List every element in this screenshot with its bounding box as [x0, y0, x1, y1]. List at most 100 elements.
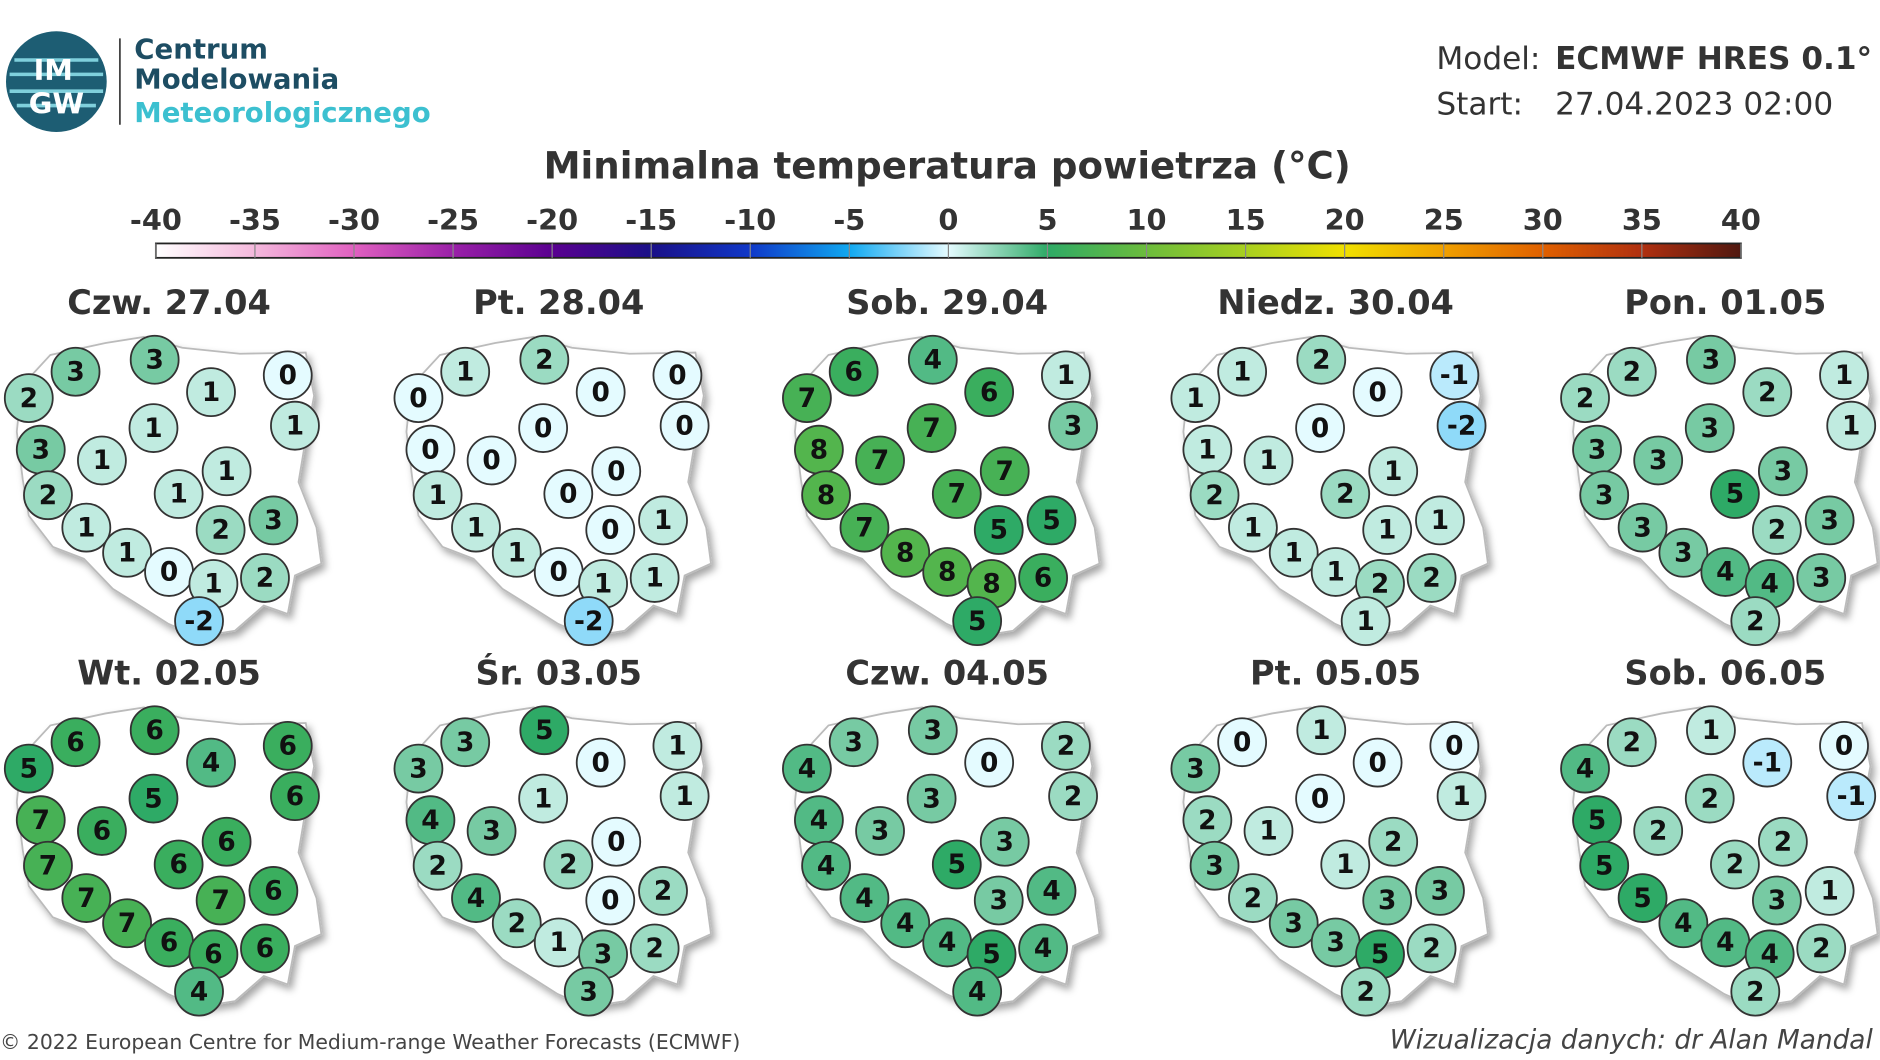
station-value: 2 [535, 345, 553, 375]
day-map: Sob. 06.052 14 -10-125 2 25 25 3 144 4 22 [1560, 654, 1879, 1017]
station-value: 2 [1422, 564, 1440, 594]
station-value: 2 [1244, 884, 1262, 914]
station-marker [1048, 400, 1098, 451]
station-value: 7 [855, 513, 873, 543]
station-value: 3 [1285, 909, 1303, 939]
station-marker [270, 400, 320, 451]
station-value: 6 [66, 728, 84, 758]
station-value: 3 [1205, 851, 1223, 881]
station-marker [128, 773, 179, 824]
station-value: 6 [279, 732, 297, 762]
station-value: 3 [924, 716, 942, 746]
logo-text: GW [29, 87, 84, 121]
station-value: 0 [1368, 378, 1386, 408]
station-value: 6 [264, 877, 282, 907]
station-value: 0 [550, 558, 568, 588]
station-value: 1 [675, 782, 693, 812]
station-value: 1 [144, 414, 162, 444]
station-value: 1 [93, 446, 111, 476]
station-value: 1 [1378, 516, 1396, 546]
station-value: 1 [428, 481, 446, 511]
station-value: 6 [1034, 564, 1052, 594]
station-marker [102, 527, 152, 578]
station-value: 1 [508, 538, 526, 568]
station-marker [393, 373, 444, 423]
station-marker [1340, 596, 1391, 647]
station-value: 3 [580, 977, 598, 1007]
station-marker [855, 806, 905, 856]
station-value: 2 [1726, 850, 1744, 880]
station-marker [801, 470, 851, 521]
station-marker [128, 403, 179, 453]
station-marker [129, 705, 180, 756]
station-value: 2 [256, 564, 274, 594]
station-value: 4 [202, 748, 220, 778]
station-value: 4 [817, 851, 835, 881]
colorbar-tick-label: 40 [1721, 203, 1761, 237]
station-value: 3 [1378, 886, 1396, 916]
station-value: 1 [594, 570, 612, 600]
station-marker [629, 923, 680, 974]
station-value: 1 [1186, 384, 1204, 414]
station-value: 1 [1356, 607, 1374, 637]
station-value: 2 [508, 909, 526, 939]
colorbar-tick-label: 20 [1325, 203, 1365, 237]
colorbar-tick-label: 10 [1127, 203, 1167, 237]
station-value: 7 [77, 884, 95, 914]
station-marker [906, 773, 957, 824]
station-value: 3 [1064, 411, 1082, 441]
day-label: Sob. 06.05 [1624, 654, 1826, 693]
station-value: 2 [654, 877, 672, 907]
station-value: 4 [1761, 570, 1779, 600]
station-marker [1352, 737, 1403, 788]
station-marker [240, 553, 290, 603]
station-marker [129, 334, 180, 385]
station-marker [1415, 495, 1465, 546]
station-value: -2 [184, 607, 213, 637]
station-value: -2 [1447, 411, 1476, 441]
station-value: 0 [1233, 728, 1251, 758]
station-marker [201, 816, 252, 867]
station-value: 3 [1431, 877, 1449, 907]
station-value: 3 [845, 728, 863, 758]
station-value: 5 [1042, 506, 1060, 536]
station-marker [1295, 773, 1345, 824]
station-marker [585, 875, 636, 926]
station-marker [1189, 840, 1240, 891]
station-value: 0 [421, 435, 439, 465]
station-marker [1617, 873, 1668, 923]
footer-credit: © 2022 European Centre for Medium-range … [0, 1030, 740, 1054]
station-value: 0 [668, 361, 686, 391]
station-value: 2 [428, 851, 446, 881]
station-value: 2 [1371, 570, 1389, 600]
station-value: 1 [1312, 716, 1330, 746]
station-value: 0 [482, 446, 500, 476]
station-marker [979, 816, 1030, 867]
station-marker [652, 350, 703, 401]
station-marker [585, 505, 636, 555]
colorbar-tick-label: -10 [724, 203, 776, 237]
station-value: 4 [798, 754, 816, 784]
station-value: 4 [968, 977, 986, 1007]
colorbar-tick-label: -40 [130, 203, 182, 237]
station-marker [839, 873, 890, 923]
station-value: 1 [1820, 877, 1838, 907]
colorbar-tick-label: -25 [427, 203, 479, 237]
station-value: 8 [896, 538, 914, 568]
station-value: 1 [1336, 850, 1354, 880]
colorbar-tick-label: 5 [1037, 203, 1057, 237]
colorbar-tick-label: -5 [833, 203, 865, 237]
station-marker [1730, 596, 1781, 647]
station-value: 2 [1649, 817, 1667, 847]
station-value: 0 [409, 384, 427, 414]
station-marker [102, 898, 152, 949]
station-value: 3 [409, 754, 427, 784]
station-value: 7 [798, 384, 816, 414]
station-value: 2 [1812, 934, 1830, 964]
station-marker [1362, 875, 1413, 926]
station-marker [248, 495, 299, 546]
station-value: 3 [145, 345, 163, 375]
logo: IM GW [5, 31, 107, 132]
